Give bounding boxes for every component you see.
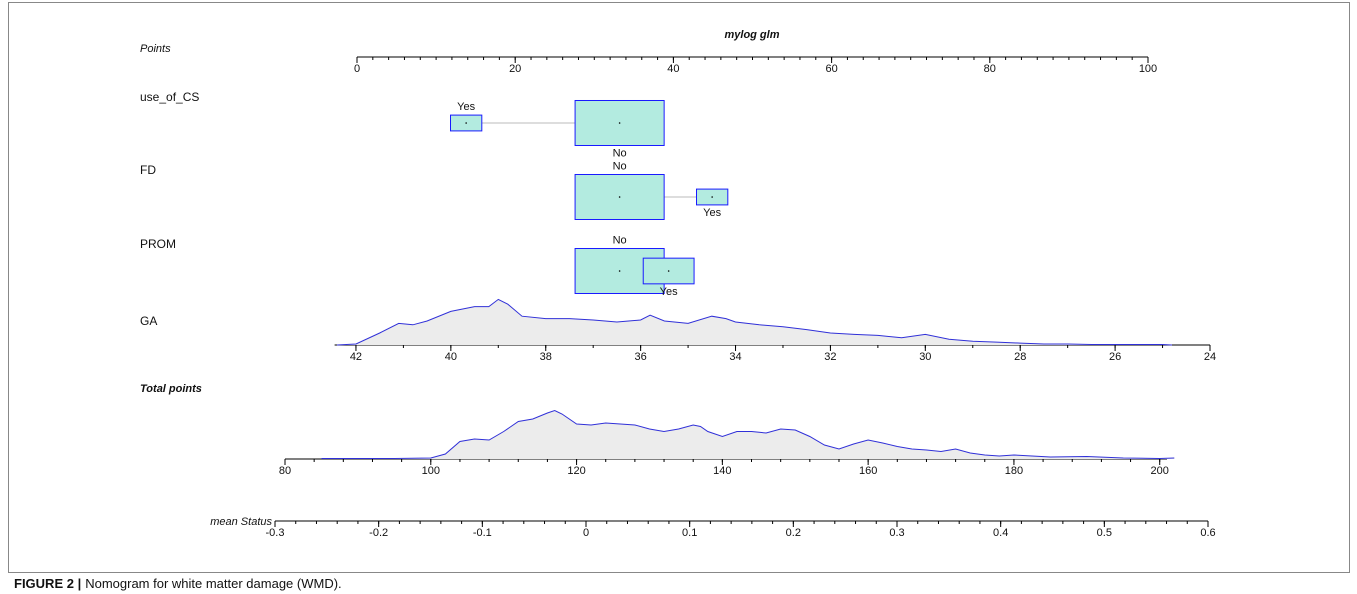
tick-label: 0 (583, 527, 589, 539)
density-line (336, 298, 1173, 346)
tick-label: 160 (859, 465, 877, 477)
tick-label: 42 (350, 351, 362, 363)
tick-label: 40 (445, 351, 457, 363)
tick-label: -0.2 (369, 527, 388, 539)
mean-status-label: mean Status (210, 516, 272, 528)
density-area (336, 299, 1173, 345)
ga-label: GA (140, 314, 157, 328)
points-label: Points (140, 43, 171, 55)
tick-label: 100 (422, 465, 440, 477)
tick-label: 26 (1109, 351, 1121, 363)
variable-label: PROM (140, 237, 176, 251)
level-point (711, 196, 713, 198)
caption: FIGURE 2 | Nomogram for white matter dama… (14, 576, 342, 591)
tick-label: 100 (1139, 63, 1157, 75)
density-line (321, 409, 1175, 460)
tick-label: -0.3 (266, 527, 285, 539)
caption-figure: FIGURE 2 | (14, 576, 81, 591)
tick-label: 0.3 (889, 527, 904, 539)
tick-label: 0.4 (993, 527, 1008, 539)
tick-label: 80 (984, 63, 996, 75)
variable-label: FD (140, 163, 156, 177)
tick-label: -0.1 (473, 527, 492, 539)
tick-label: 200 (1151, 465, 1169, 477)
tick-label: 0.2 (786, 527, 801, 539)
tick-label: 34 (729, 351, 741, 363)
tick-label: 80 (279, 465, 291, 477)
total-points-label: Total points (140, 383, 202, 395)
tick-label: 0.1 (682, 527, 697, 539)
tick-label: 0.6 (1200, 527, 1215, 539)
tick-label: 36 (635, 351, 647, 363)
tick-label: 180 (1005, 465, 1023, 477)
level-point (618, 122, 621, 124)
tick-label: 24 (1204, 351, 1216, 363)
tick-label: 0 (354, 63, 360, 75)
tick-label: 120 (567, 465, 585, 477)
tick-label: 28 (1014, 351, 1026, 363)
tick-label: 40 (667, 63, 679, 75)
density-area (321, 410, 1175, 459)
level-label: Yes (703, 207, 721, 219)
level-label: Yes (660, 286, 678, 298)
chart-title: mylog glm (724, 29, 779, 41)
tick-label: 140 (713, 465, 731, 477)
variable-label: use_of_CS (140, 90, 199, 104)
tick-label: 0.5 (1097, 527, 1112, 539)
level-point (667, 270, 670, 272)
level-label: No (613, 148, 627, 160)
level-point (618, 270, 621, 272)
caption-text: Nomogram for white matter damage (WMD). (85, 576, 341, 591)
level-point (618, 196, 621, 198)
level-label: No (613, 234, 627, 246)
tick-label: 20 (509, 63, 521, 75)
tick-label: 32 (824, 351, 836, 363)
level-point (465, 122, 467, 124)
frame (8, 2, 1350, 573)
tick-label: 30 (919, 351, 931, 363)
tick-label: 60 (825, 63, 837, 75)
level-label: No (613, 160, 627, 172)
tick-label: 38 (540, 351, 552, 363)
level-label: Yes (457, 101, 475, 113)
